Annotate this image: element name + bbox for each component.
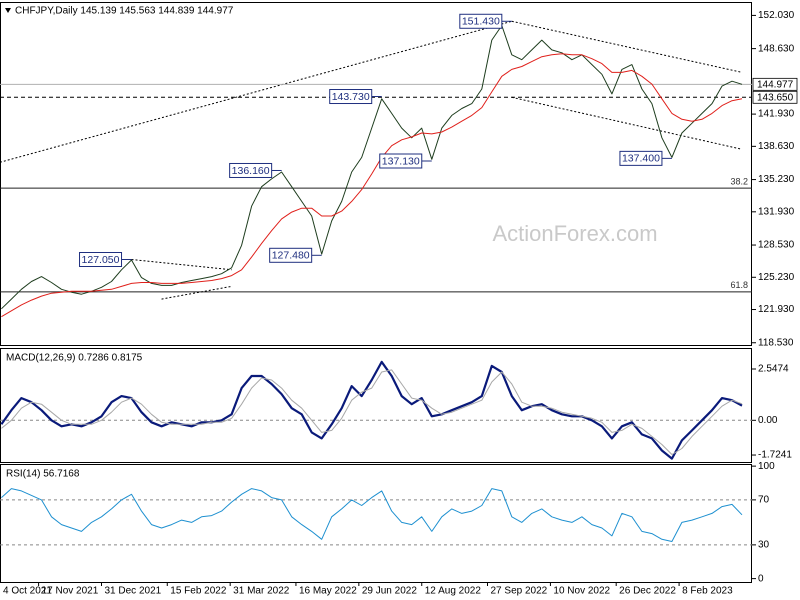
macd-panel bbox=[0, 348, 752, 463]
x-tick-label: 26 Dec 2022 bbox=[619, 586, 676, 597]
rsi-header: RSI(14) 56.7168 bbox=[6, 469, 80, 480]
y-tick-label: 30 bbox=[758, 540, 770, 551]
y-tick-label: 135.230 bbox=[758, 174, 795, 185]
trend-line bbox=[511, 96, 743, 150]
annotation-label: 151.430 bbox=[462, 16, 500, 28]
x-tick-label: 8 Feb 2023 bbox=[682, 586, 733, 597]
annotation-box bbox=[379, 153, 423, 169]
x-tick-label: 17 Nov 2021 bbox=[42, 586, 99, 597]
series-line bbox=[0, 360, 743, 460]
y-tick-label: 2.5474 bbox=[758, 364, 789, 375]
y-tick-label: 118.530 bbox=[758, 337, 794, 348]
x-tick-label: 31 Dec 2021 bbox=[105, 586, 162, 597]
rsi-panel bbox=[0, 464, 752, 583]
y-tick-label: 152.030 bbox=[758, 10, 795, 21]
x-tick-label: 4 Oct 2021 bbox=[3, 586, 52, 597]
annotation-box bbox=[229, 162, 273, 178]
x-tick-label: 31 Mar 2022 bbox=[233, 586, 290, 597]
x-tick-label: 15 Feb 2022 bbox=[170, 586, 227, 597]
annotation-label: 127.050 bbox=[82, 254, 120, 266]
x-tick-label: 16 May 2022 bbox=[299, 586, 357, 597]
annotation-box bbox=[269, 247, 313, 263]
price-panel bbox=[0, 2, 752, 346]
y-tick-label: 128.530 bbox=[758, 240, 795, 251]
y-tick-label: 148.630 bbox=[758, 43, 795, 54]
y-tick-label: 0 bbox=[758, 573, 764, 584]
series-line bbox=[1, 25, 743, 310]
series-line bbox=[1, 53, 743, 318]
plot-layer: 152.030 148.630 141.930 138.630 135.230 131.9… bbox=[0, 10, 798, 597]
annotation-box bbox=[329, 89, 373, 105]
annotation-label: 127.480 bbox=[272, 250, 310, 262]
annotation-box bbox=[79, 252, 123, 267]
y-tick-label: 138.630 bbox=[758, 141, 795, 152]
watermark: ActionForex.com bbox=[492, 221, 657, 246]
annotation-label: 143.730 bbox=[332, 91, 370, 103]
price-level-label: 143.650 bbox=[757, 92, 794, 103]
x-tick-label: 12 Aug 2022 bbox=[425, 586, 482, 597]
x-tick-label: 29 Jun 2022 bbox=[362, 586, 417, 597]
series-line bbox=[1, 369, 743, 455]
price-level-box bbox=[752, 77, 798, 91]
annotation-box bbox=[619, 150, 663, 166]
fib-label: 38.2 bbox=[730, 176, 748, 186]
y-tick-label: 100 bbox=[758, 461, 775, 472]
y-tick-label: 70 bbox=[758, 495, 770, 506]
fib-label: 61.8 bbox=[730, 280, 748, 290]
trend-line bbox=[1, 20, 512, 163]
series-line bbox=[1, 488, 743, 542]
x-tick-label: 27 Sep 2022 bbox=[491, 586, 548, 597]
trend-line bbox=[131, 259, 232, 271]
y-tick-label: 0.00 bbox=[758, 415, 778, 426]
annotation-label: 136.160 bbox=[232, 165, 270, 177]
trend-line bbox=[511, 20, 743, 73]
y-tick-label: 131.930 bbox=[758, 206, 795, 217]
x-tick-label: 10 Nov 2022 bbox=[553, 586, 610, 597]
annotation-label: 137.400 bbox=[622, 153, 660, 165]
price-header: CHFJPY,Daily 145.139 145.563 144.839 144… bbox=[15, 6, 234, 17]
macd-header: MACD(12,26,9) 0.7286 0.8175 bbox=[6, 353, 143, 364]
y-tick-label: 141.930 bbox=[758, 109, 795, 120]
y-tick-label: 125.230 bbox=[758, 272, 795, 283]
annotation-label: 137.130 bbox=[382, 155, 420, 167]
price-level-box bbox=[752, 90, 798, 104]
y-tick-label: 121.930 bbox=[758, 304, 795, 315]
header-icon bbox=[5, 8, 11, 13]
y-tick-label: -1.7241 bbox=[758, 450, 792, 461]
annotation-box bbox=[459, 13, 503, 29]
price-level-label: 144.977 bbox=[757, 79, 794, 90]
